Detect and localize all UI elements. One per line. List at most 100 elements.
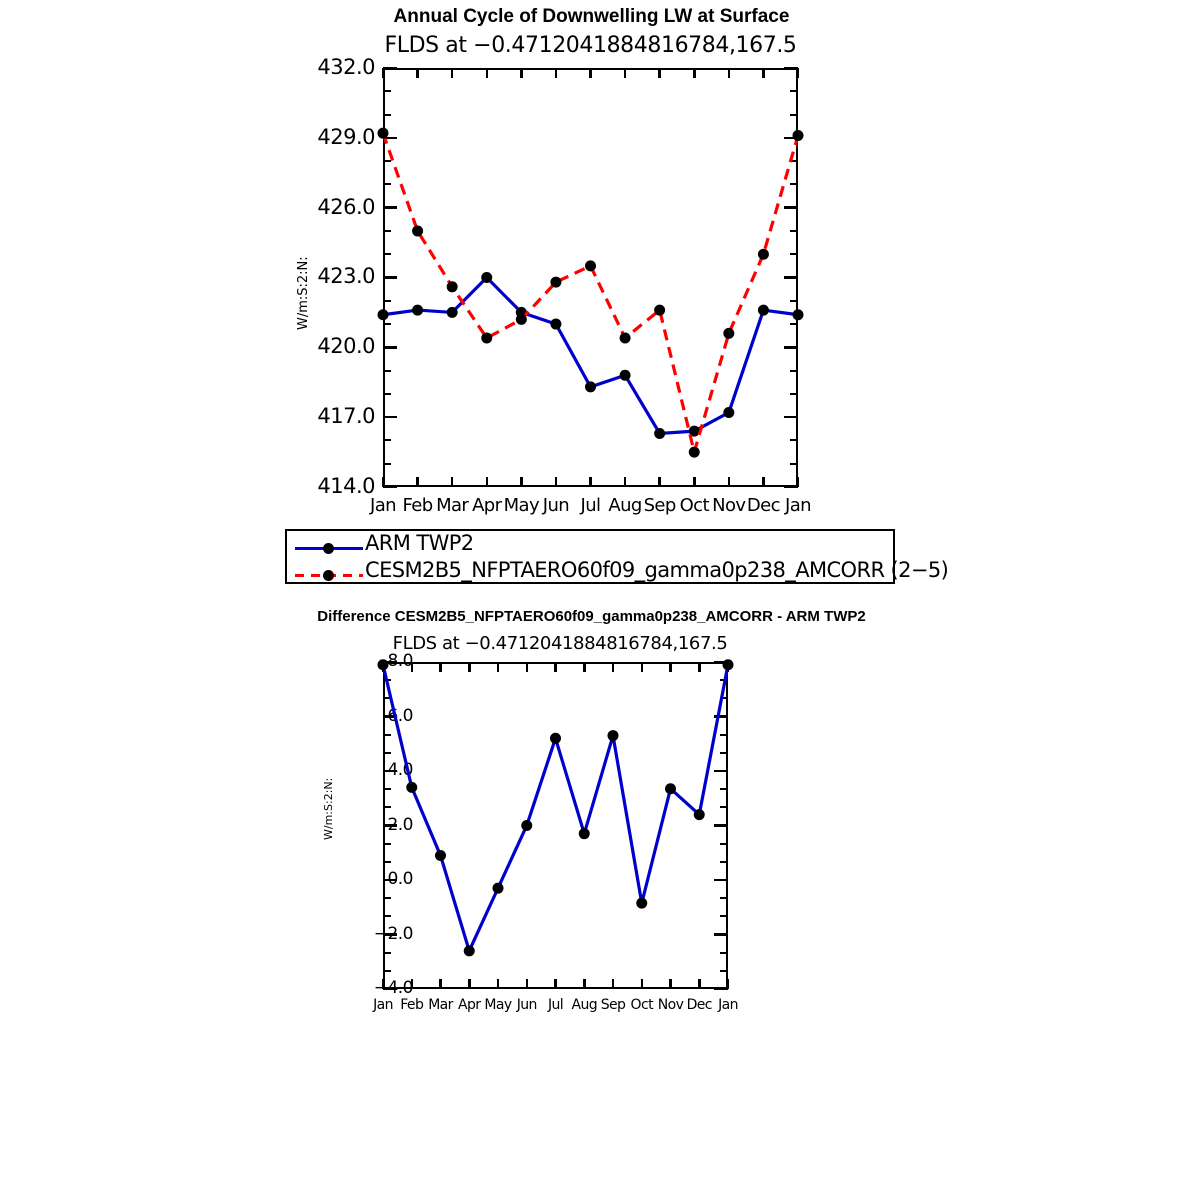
axis-tick (525, 662, 529, 672)
axis-tick (383, 113, 391, 116)
axis-tick (784, 485, 798, 489)
axis-tick (439, 979, 442, 989)
x-tick-label: Jan (373, 997, 393, 1013)
axis-tick (714, 933, 728, 936)
axis-tick (790, 299, 798, 302)
x-tick-label: Jun (516, 997, 538, 1013)
axis-tick (383, 733, 391, 736)
legend-entry[interactable]: CESM2B5_NFPTAERO60f09_gamma0p238_AMCORR … (295, 558, 949, 590)
data-point-marker (481, 272, 493, 283)
axis-tick (383, 323, 391, 326)
axis-tick (720, 897, 728, 900)
data-point-marker (492, 882, 504, 894)
axis-tick (383, 229, 391, 232)
axis-tick (410, 662, 414, 672)
axis-tick (720, 951, 728, 954)
data-point-marker (722, 659, 734, 671)
data-point-marker (463, 945, 475, 957)
axis-tick (525, 979, 529, 989)
axis-tick (383, 66, 397, 70)
axis-tick (714, 824, 728, 827)
axis-tick (383, 485, 397, 489)
top-chart-subtitle: FLDS at −0.4712041884816784,167.5 (384, 33, 797, 58)
axis-tick (790, 113, 798, 116)
axis-tick (468, 979, 471, 989)
axis-tick (720, 842, 728, 845)
axis-tick (410, 979, 414, 989)
axis-tick (383, 392, 391, 395)
axis-tick (381, 979, 385, 989)
axis-tick (383, 897, 391, 900)
axis-tick (640, 979, 644, 989)
top-chart-series-layer (377, 127, 804, 459)
x-tick-label: Dec (746, 495, 781, 516)
legend-entry[interactable]: ARM TWP2 (295, 531, 889, 563)
axis-tick (784, 206, 798, 209)
bottom-chart-plot-area (383, 662, 728, 989)
axis-tick (714, 987, 728, 991)
axis-tick (727, 477, 731, 487)
axis-tick (790, 392, 798, 395)
data-point-marker (435, 849, 446, 861)
axis-tick (589, 68, 592, 78)
x-tick-label: Mar (428, 997, 453, 1013)
data-point-marker (377, 309, 389, 321)
axis-tick (383, 751, 391, 754)
data-point-marker (481, 332, 493, 344)
x-tick-label: Oct (630, 997, 654, 1013)
x-tick-label: Aug (608, 495, 642, 516)
axis-tick (720, 697, 728, 700)
y-tick-label: −2.0 (373, 923, 414, 944)
data-point-marker (688, 425, 700, 437)
axis-tick (658, 477, 661, 487)
axis-tick (784, 66, 798, 70)
axis-tick (698, 662, 701, 672)
y-tick-label: 426.0 (317, 194, 375, 219)
x-tick-label: Nov (657, 997, 684, 1013)
axis-tick (784, 136, 798, 140)
axis-tick (611, 662, 615, 672)
data-point-marker (757, 304, 769, 316)
axis-tick (790, 160, 798, 163)
axis-tick (714, 878, 728, 882)
x-tick-label: Nov (712, 495, 746, 516)
axis-tick (383, 253, 391, 256)
axis-tick (720, 915, 728, 918)
top-chart-panel: Annual Cycle of Downwelling LW at Surfac… (296, 6, 812, 516)
axis-tick (383, 369, 391, 372)
axis-tick (796, 68, 800, 78)
x-tick-label: Oct (679, 495, 710, 516)
axis-tick (698, 979, 701, 989)
axis-tick (496, 979, 500, 989)
bottom-chart-series-layer (377, 659, 734, 957)
x-tick-label: Apr (458, 997, 481, 1013)
x-tick-label: Jul (547, 997, 564, 1013)
data-point-marker (377, 127, 389, 139)
axis-tick (383, 715, 397, 718)
x-tick-label: Jun (542, 495, 570, 516)
axis-tick (383, 915, 391, 918)
axis-tick (383, 860, 391, 863)
y-tick-label: 4.0 (387, 760, 413, 781)
axis-tick (790, 229, 798, 232)
data-point-marker (550, 732, 561, 744)
chart-legend: ARM TWP2 CESM2B5_NFPTAERO60f09_gamma0p238… (285, 529, 949, 584)
axis-tick (383, 136, 397, 140)
axis-tick (762, 68, 765, 78)
axis-tick (520, 477, 523, 487)
axis-tick (790, 462, 798, 465)
x-tick-label: Jan (718, 997, 738, 1013)
axis-tick (520, 68, 523, 78)
axis-tick (790, 183, 798, 186)
axis-tick (790, 439, 798, 442)
axis-tick (383, 969, 391, 972)
axis-tick (383, 346, 397, 349)
axis-tick (468, 662, 471, 672)
x-tick-label: Aug (571, 997, 598, 1013)
axis-tick (485, 477, 489, 487)
axis-tick (450, 68, 454, 78)
axis-tick (720, 969, 728, 972)
axis-tick (383, 206, 397, 209)
axis-tick (796, 477, 800, 487)
data-point-marker (412, 225, 424, 237)
